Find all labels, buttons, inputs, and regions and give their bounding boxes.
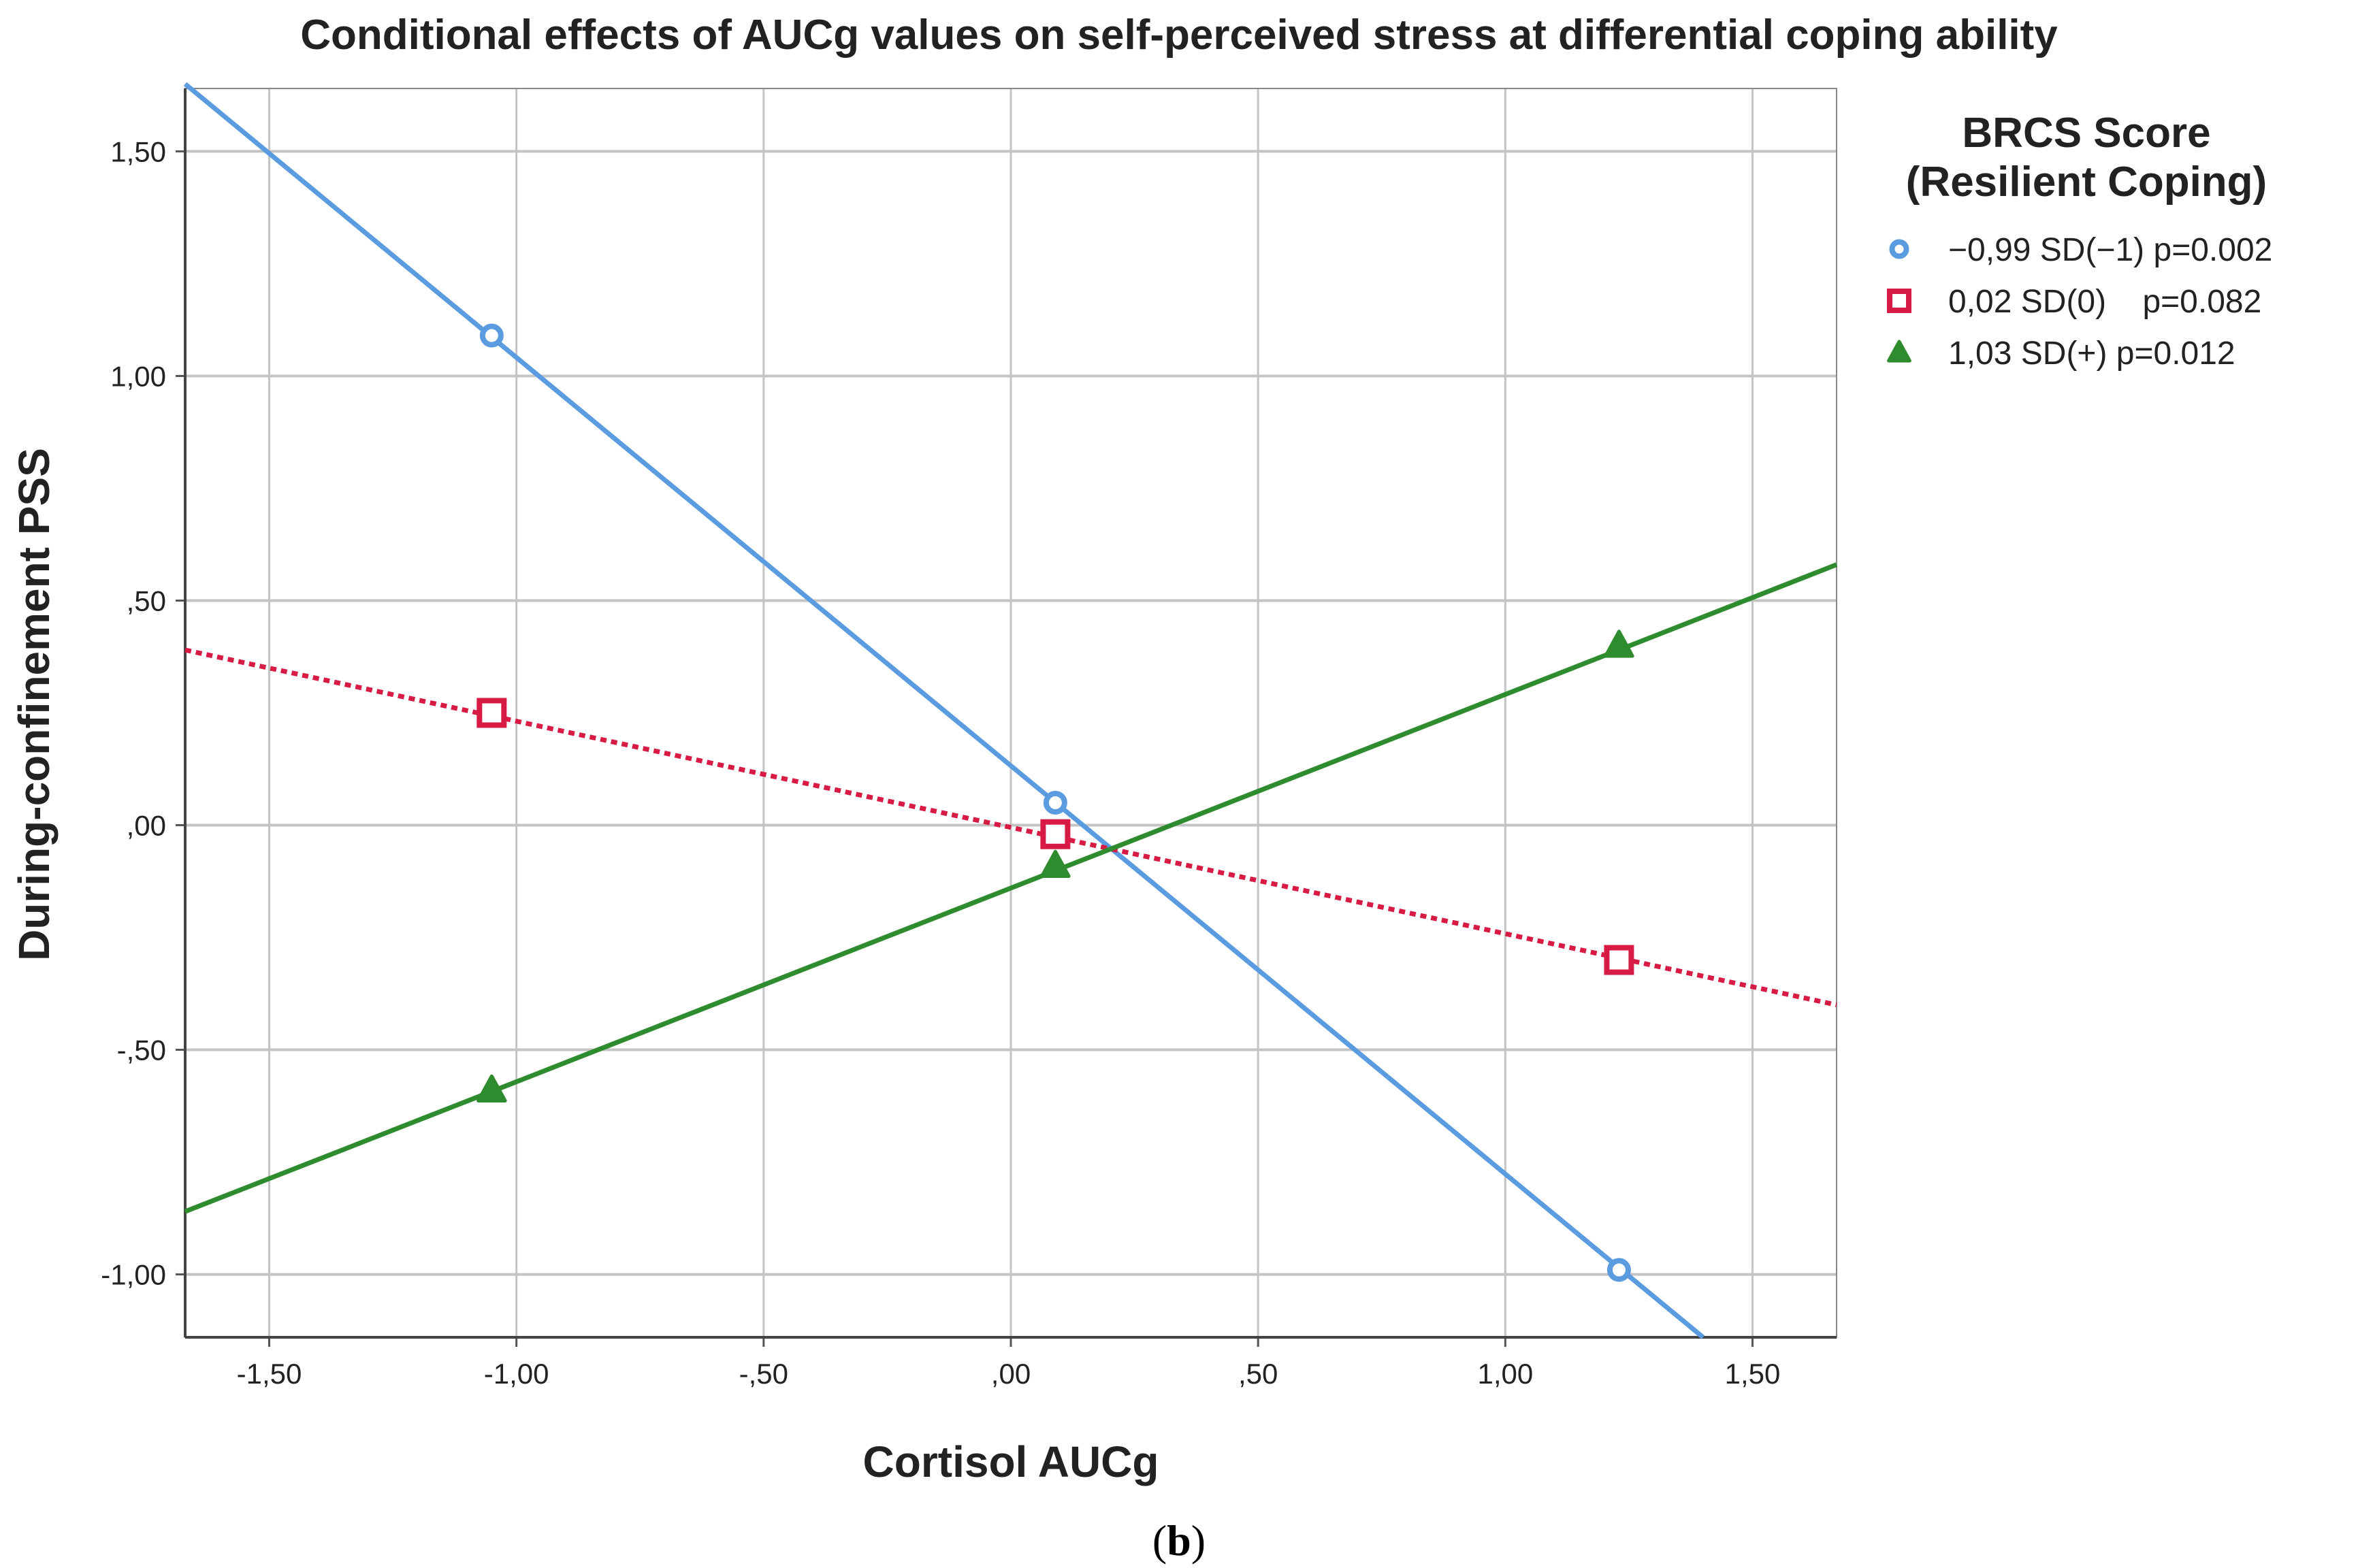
caption-close-paren: ): [1191, 1516, 1206, 1565]
y-tick-labels: 1,50 1,00 ,50 ,00 -,50 -1,00: [101, 135, 166, 1290]
caption-letter: b: [1167, 1516, 1191, 1565]
figure-caption: (b): [1152, 1516, 1206, 1565]
data-point-triangle: [477, 1074, 507, 1102]
x-tick-label: ,50: [1238, 1358, 1278, 1390]
x-tick-label: 1,50: [1725, 1358, 1781, 1390]
x-tick-label: 1,00: [1477, 1358, 1533, 1390]
data-point-circle: [1043, 791, 1067, 815]
legend-title-line1: BRCS Score: [1962, 110, 2210, 157]
y-tick-label: 1,00: [110, 360, 166, 392]
y-axis-label: During-confinement PSS: [10, 448, 59, 961]
legend-label: 1,03 SD(+) p=0.012: [1948, 336, 2235, 372]
series-line-square: [184, 647, 1837, 1007]
axes: [176, 88, 1837, 1347]
legend-marker-circle: [1889, 239, 1909, 259]
data-point-square: [1040, 819, 1071, 849]
data-point-circle: [479, 323, 504, 348]
series-line-circle: [183, 82, 1705, 1339]
y-tick-label: -,50: [117, 1034, 166, 1066]
series-markers: [477, 323, 1634, 1282]
legend-entries: −0,99 SD(−1) p=0.002 0,02 SD(0) p=0.082 1,…: [1887, 232, 2272, 372]
x-tick-label: -1,50: [237, 1358, 302, 1390]
y-tick-label: -1,00: [101, 1259, 166, 1291]
data-point-square: [1604, 945, 1634, 975]
legend-marker-triangle: [1887, 340, 1911, 363]
series-line-triangle: [184, 562, 1838, 1214]
data-point-triangle: [1040, 849, 1071, 878]
data-point-triangle: [1604, 630, 1634, 658]
data-point-circle: [1606, 1258, 1631, 1282]
legend-title-line2: (Resilient Coping): [1906, 159, 2267, 206]
series-lines: [183, 82, 1838, 1339]
x-tick-label: -1,00: [484, 1358, 549, 1390]
chart-title: Conditional effects of AUCg values on se…: [300, 12, 2058, 59]
y-tick-label: ,00: [127, 810, 166, 842]
legend-label: −0,99 SD(−1) p=0.002: [1948, 232, 2272, 268]
x-axis-label: Cortisol AUCg: [863, 1437, 1159, 1486]
y-tick-label: 1,50: [110, 135, 166, 167]
caption-open-paren: (: [1152, 1516, 1167, 1565]
legend-marker-square: [1887, 289, 1911, 313]
x-tick-label: ,00: [991, 1358, 1031, 1390]
grid-lines: [185, 88, 1837, 1337]
data-point-square: [477, 698, 507, 728]
y-tick-label: ,50: [127, 585, 166, 617]
x-tick-label: -,50: [739, 1358, 788, 1390]
legend: BRCS Score (Resilient Coping) −0,99 SD(−…: [1887, 110, 2272, 372]
x-tick-labels: -1,50 -1,00 -,50 ,00 ,50 1,00 1,50: [237, 1358, 1781, 1390]
legend-label: 0,02 SD(0) p=0.082: [1948, 284, 2261, 320]
